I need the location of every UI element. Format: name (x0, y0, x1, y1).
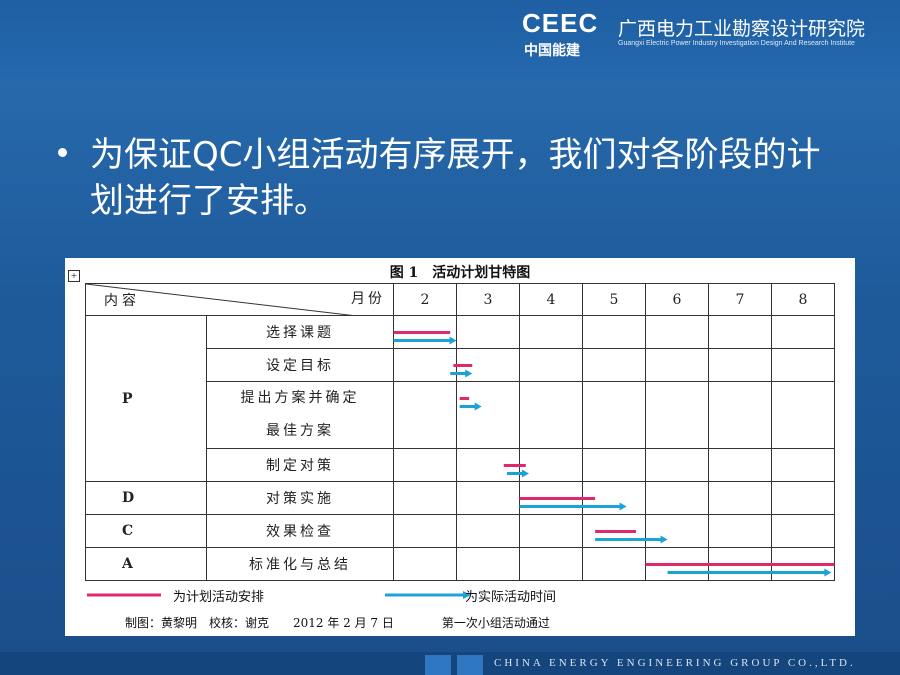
org-name-en: Guangxi Electric Power Industry Investig… (618, 40, 855, 47)
phase-label: A (85, 547, 207, 581)
figure-credits: 制图：黄黎明 校核：谢克 2012 年 2 月 7 日 第一次小组活动通过 (125, 616, 550, 630)
gantt-figure: + 图 1 活动计划甘特图 内容 月份 2 3 4 5 6 7 8 (65, 258, 855, 636)
actual-arrowhead-icon (824, 568, 832, 577)
task-label: 选择课题 (206, 315, 394, 349)
figure-title: 图 1 活动计划甘特图 (389, 265, 531, 281)
header-left-label: 内容 (104, 293, 140, 309)
month-header: 2 (393, 283, 457, 316)
task-label: 标准化与总结 (206, 547, 394, 581)
task-label: 制定对策 (206, 448, 394, 482)
table-row: 制定对策 (86, 448, 835, 482)
gantt-bars (393, 331, 835, 577)
month-header: 5 (582, 283, 646, 316)
org-name-cn: 广西电力工业勘察设计研究院 (618, 18, 866, 40)
task-label-line2: 最佳方案 (266, 423, 334, 439)
ceec-logo: CEEC 中国能建 (522, 8, 602, 60)
header-row: 内容 月份 2 3 4 5 6 7 8 (85, 283, 835, 316)
phase-label: D (85, 481, 207, 515)
gantt-table: 内容 月份 2 3 4 5 6 7 8 P 选择课题 设定目标 (85, 283, 835, 581)
header-band (0, 0, 900, 80)
table-row: 设定目标 (86, 348, 835, 382)
task-label: 提出方案并确定 (240, 390, 360, 406)
actual-arrowhead-icon (521, 469, 529, 478)
actual-arrowhead-icon (465, 369, 473, 378)
legend-plan-label: 为计划活动安排 (173, 590, 265, 605)
logo-text: CEEC (522, 8, 599, 38)
task-label-multiline: 提出方案并确定 最佳方案 (206, 381, 394, 449)
diagonal-line (86, 284, 357, 316)
actual-arrowhead-icon (619, 502, 627, 511)
actual-arrowhead-icon (660, 535, 668, 544)
header-diagonal-cell: 内容 月份 (85, 283, 394, 316)
phase-label: P (85, 315, 207, 482)
legend-actual-label: 为实际活动时间 (465, 590, 557, 605)
table-anchor-icon: + (68, 270, 80, 282)
legend-plan-swatch (87, 593, 161, 597)
actual-arrowhead-icon (474, 402, 482, 411)
header-right-label: 月份 (351, 291, 385, 307)
bullet-dot-icon (58, 148, 67, 157)
actual-arrowhead-icon (449, 336, 457, 345)
footer-company-en: CHINA ENERGY ENGINEERING GROUP CO.,LTD. (494, 657, 856, 669)
month-header: 4 (519, 283, 583, 316)
legend-actual-arrow-icon (385, 591, 471, 599)
logo-cn: 中国能建 (524, 43, 580, 59)
task-label: 对策实施 (206, 481, 394, 515)
month-header: 8 (771, 283, 835, 316)
month-header: 6 (645, 283, 709, 316)
task-label: 设定目标 (206, 348, 394, 382)
bullet-text: 为保证QC小组活动有序展开，我们对各阶段的计划进行了安排。 (90, 135, 821, 221)
